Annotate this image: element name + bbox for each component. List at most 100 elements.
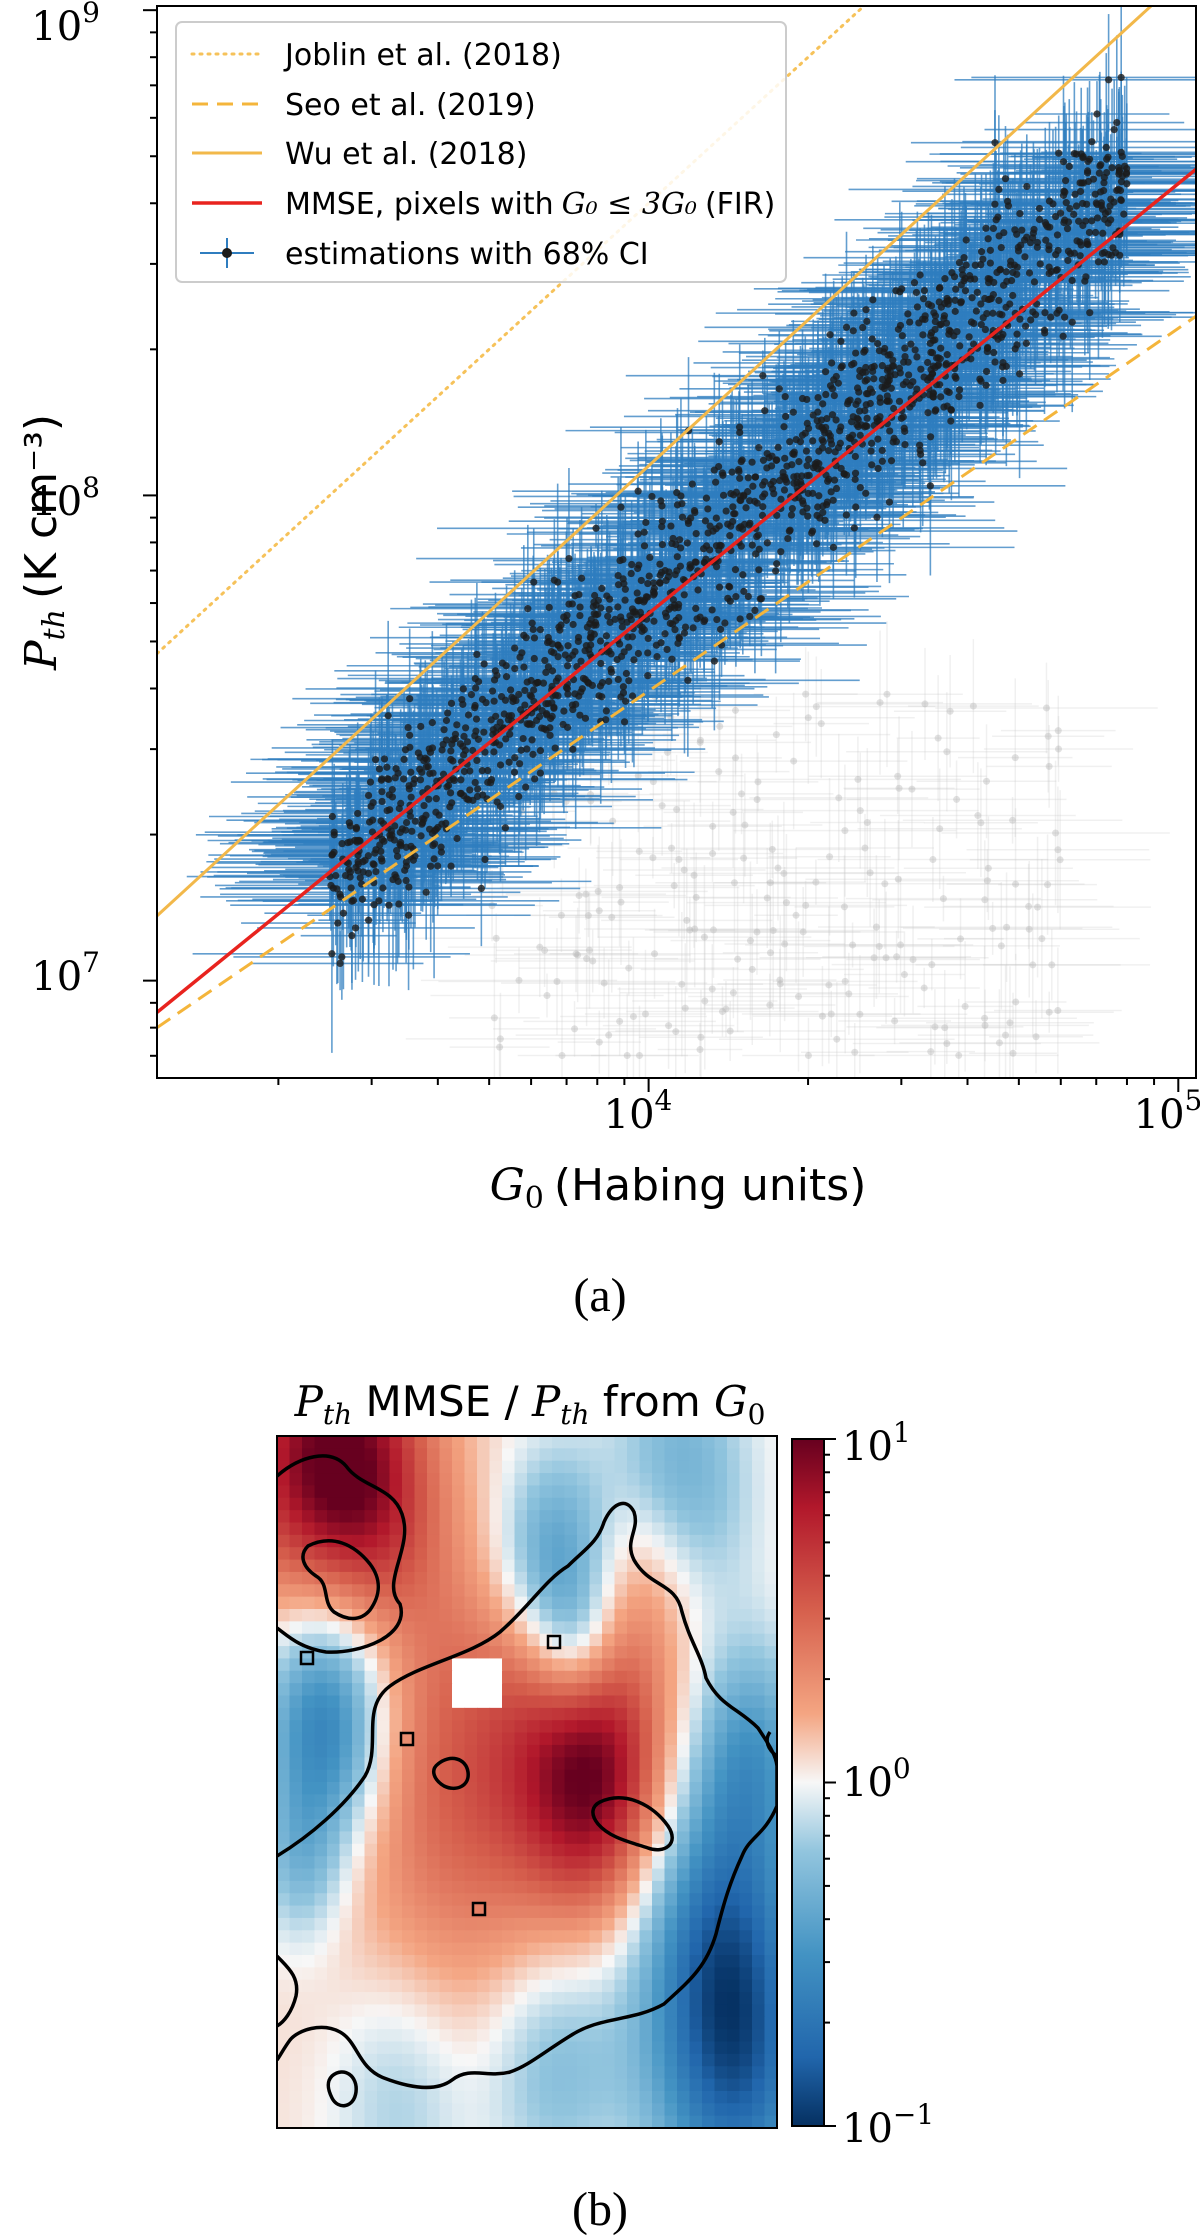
excluded-point: [881, 880, 888, 887]
estimation-point: [425, 796, 432, 803]
estimation-point: [744, 488, 751, 495]
estimation-point: [839, 362, 846, 369]
estimation-point: [751, 498, 758, 505]
estimation-point: [646, 554, 653, 561]
estimation-point: [777, 496, 784, 503]
estimation-point: [772, 567, 779, 574]
estimation-point: [472, 779, 479, 786]
estimation-point: [564, 724, 571, 731]
estimation-point: [732, 593, 739, 600]
estimation-point: [377, 848, 384, 855]
estimation-point: [827, 331, 834, 338]
estimation-point: [1066, 205, 1073, 212]
estimation-point: [1121, 163, 1128, 170]
estimation-point: [813, 540, 820, 547]
estimation-point: [822, 391, 829, 398]
excluded-point: [825, 981, 832, 988]
estimation-point: [594, 611, 601, 618]
estimation-point: [668, 656, 675, 663]
estimation-point: [825, 447, 832, 454]
estimation-point: [462, 724, 469, 731]
estimation-point: [729, 503, 736, 510]
estimation-point: [893, 438, 900, 445]
estimation-point: [852, 476, 859, 483]
estimation-point: [605, 678, 612, 685]
estimation-point: [569, 746, 576, 753]
estimation-point: [837, 338, 844, 345]
estimation-point: [895, 326, 902, 333]
estimation-point: [659, 518, 666, 525]
estimation-point: [875, 465, 882, 472]
estimation-point: [464, 738, 471, 745]
estimation-point: [502, 824, 509, 831]
estimation-point: [1046, 264, 1053, 271]
estimation-point: [711, 466, 718, 473]
estimation-point: [781, 486, 788, 493]
estimation-point: [993, 216, 1000, 223]
estimation-point: [906, 318, 913, 325]
excluded-point: [754, 796, 761, 803]
estimation-point: [937, 393, 944, 400]
estimation-point: [457, 740, 464, 747]
estimation-point: [641, 542, 648, 549]
estimation-point: [1016, 316, 1023, 323]
estimation-point: [749, 541, 756, 548]
estimation-point: [629, 605, 636, 612]
estimation-point: [472, 684, 479, 691]
estimation-point: [408, 794, 415, 801]
estimation-point: [606, 606, 613, 613]
excluded-point: [962, 1003, 969, 1010]
estimation-point: [862, 369, 869, 376]
estimation-point: [723, 507, 730, 514]
estimation-point: [788, 511, 795, 518]
estimation-point: [534, 679, 541, 686]
estimation-point: [429, 770, 436, 777]
estimation-point: [1101, 258, 1108, 265]
estimation-point: [852, 470, 859, 477]
excluded-point: [1057, 856, 1064, 863]
estimation-point: [384, 807, 391, 814]
estimation-point: [473, 757, 480, 764]
estimation-point: [394, 853, 401, 860]
estimation-point: [799, 395, 806, 402]
estimation-point: [1115, 170, 1122, 177]
estimation-point: [859, 324, 866, 331]
estimation-point: [684, 677, 691, 684]
estimation-point: [919, 331, 926, 338]
excluded-point: [781, 941, 788, 948]
estimation-point: [982, 225, 989, 232]
estimation-point: [693, 615, 700, 622]
estimation-point: [966, 272, 973, 279]
estimation-point: [656, 579, 663, 586]
estimation-point: [689, 480, 696, 487]
estimation-point: [642, 519, 649, 526]
estimation-point: [999, 377, 1006, 384]
estimation-point: [1055, 150, 1062, 157]
estimation-point: [537, 747, 544, 754]
estimation-point: [366, 818, 373, 825]
estimation-point: [1103, 144, 1110, 151]
estimation-point: [650, 618, 657, 625]
estimation-point: [359, 896, 366, 903]
estimation-point: [407, 769, 414, 776]
estimation-point: [1120, 211, 1127, 218]
estimation-point: [901, 345, 908, 352]
estimation-point: [780, 423, 787, 430]
excluded-point: [682, 1005, 689, 1012]
estimation-point: [850, 327, 857, 334]
estimation-point: [1017, 242, 1024, 249]
estimation-point: [634, 589, 641, 596]
estimation-point: [803, 447, 810, 454]
estimation-point: [1064, 257, 1071, 264]
estimation-point: [760, 457, 767, 464]
estimation-point: [1079, 222, 1086, 229]
estimation-point: [520, 632, 527, 639]
excluded-point: [953, 796, 960, 803]
estimation-point: [388, 828, 395, 835]
estimation-point: [545, 663, 552, 670]
estimation-point: [375, 897, 382, 904]
estimation-point: [917, 366, 924, 373]
estimation-point: [966, 333, 973, 340]
estimation-point: [711, 657, 718, 664]
excluded-point: [749, 966, 756, 973]
